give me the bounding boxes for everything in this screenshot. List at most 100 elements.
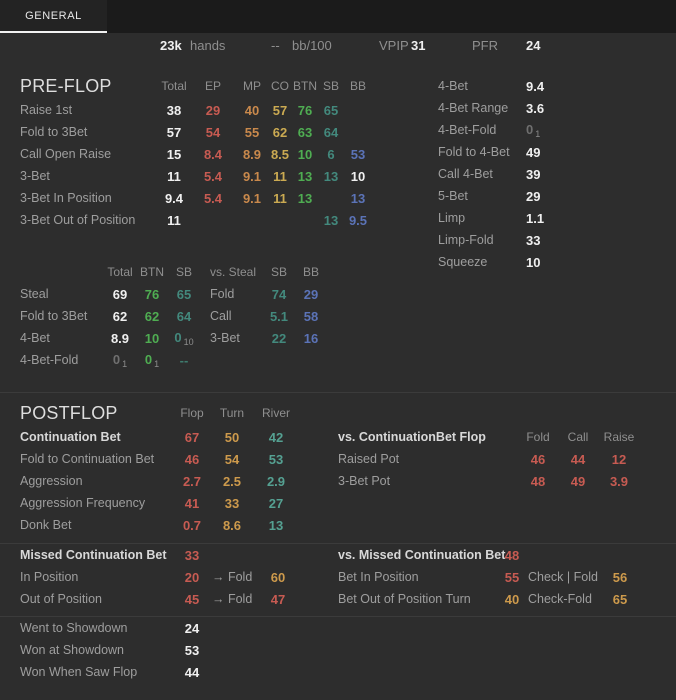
stat-row: Fold to 3Bet 57 54 55 62 63 64: [20, 121, 372, 143]
stat-label: Donk Bet: [20, 518, 72, 532]
stat-value: 44: [570, 451, 586, 467]
stat-value: 20: [184, 569, 200, 585]
stat-value: 10: [144, 330, 160, 346]
stat-value: 9.5: [348, 212, 368, 228]
stat-row: Out of Position 45 → Fold 47: [20, 588, 294, 610]
stat-value: 49: [526, 144, 541, 160]
stat-row: 3-Bet 22 16: [210, 327, 326, 349]
stat-value: 2.7: [182, 473, 202, 489]
stat-value: 45: [184, 591, 200, 607]
stat-value: 64: [176, 308, 192, 324]
column-header: Turn: [219, 406, 245, 420]
stat-value: 62: [144, 308, 160, 324]
stat-value: 0 10: [174, 329, 194, 347]
stat-value: 53: [268, 451, 284, 467]
stat-value: 38: [166, 102, 182, 118]
stat-label: Call Open Raise: [20, 147, 112, 161]
stat-row: Fold 74 29: [210, 283, 326, 305]
stat-value: 76: [297, 102, 313, 118]
stat-row: Bet Out of Position Turn 40 Check-Fold 65: [338, 588, 638, 610]
section-divider: [0, 543, 676, 544]
summary-bar: 23k hands -- bb/100 VPIP 31 PFR 24: [0, 35, 676, 57]
column-header: Flop: [180, 406, 204, 420]
stat-row: Fold to 4-Bet 49: [438, 141, 596, 163]
stat-value: 57: [166, 124, 182, 140]
stat-label: vs. Missed Continuation Bet: [338, 548, 506, 562]
stat-row: 4-Bet Range 3.6: [438, 97, 596, 119]
stat-value: 2.9: [266, 473, 286, 489]
stat-row: Limp 1.1: [438, 207, 596, 229]
stat-label: Call: [210, 309, 232, 323]
table-header-row: vs. ContinuationBet Flop Fold Call Raise: [338, 426, 640, 448]
stat-value: 29: [303, 286, 319, 302]
column-header: BB: [349, 79, 366, 93]
stat-row: 4-Bet 9.4: [438, 75, 596, 97]
sample-count: 1: [535, 128, 541, 139]
stat-label: Raise 1st: [20, 103, 73, 117]
stat-label: 4-Bet Range: [438, 101, 509, 115]
missed-cbet-table: Missed Continuation Bet 33 In Position 20 → …: [20, 544, 294, 610]
vs-missed-cbet-table: vs. Missed Continuation Bet 48 Bet In Posi…: [338, 544, 638, 610]
stat-row: Missed Continuation Bet 33: [20, 544, 294, 566]
stat-value: --: [179, 352, 189, 368]
stat-value: 65: [612, 591, 628, 607]
stat-value: 8.4: [203, 146, 223, 162]
stat-label: Fold to 4-Bet: [438, 145, 510, 159]
stat-label: 3-Bet Pot: [338, 474, 391, 488]
stat-value: 42: [268, 429, 284, 445]
column-header: SB: [322, 79, 339, 93]
stat-value: 47: [270, 591, 286, 607]
stat-row: Call 5.1 58: [210, 305, 326, 327]
stat-label: Fold to 3Bet: [20, 309, 88, 323]
steal-table: Total BTN SB Steal 69 76 65 Fold to 3Bet 62 62 64 4…: [20, 261, 200, 371]
section-divider: [0, 616, 676, 617]
stat-row: Won When Saw Flop 44: [20, 661, 212, 683]
tab-general[interactable]: GENERAL: [0, 0, 107, 33]
stat-value: 63: [297, 124, 313, 140]
stat-value: 9.1: [242, 190, 262, 206]
stat-row: Donk Bet 0.7 8.6 13: [20, 514, 300, 536]
stat-value: 76: [144, 286, 160, 302]
stat-value: 16: [303, 330, 319, 346]
stat-value: 1.1: [526, 210, 545, 226]
stat-row: 4-Bet 8.9 10 0 10: [20, 327, 200, 349]
stat-value: 65: [323, 102, 339, 118]
stat-value: 41: [184, 495, 200, 511]
stat-value: 46: [530, 451, 546, 467]
stat-row: In Position 20 → Fold 60: [20, 566, 294, 588]
stat-value: 11: [273, 190, 287, 206]
stat-value: 64: [323, 124, 339, 140]
preflop-4bet-table: 4-Bet 9.4 4-Bet Range 3.6 4-Bet-Fold 0 1 Fold t…: [438, 75, 596, 273]
stat-label: Aggression Frequency: [20, 496, 146, 510]
showdown-table: Went to Showdown 24 Won at Showdown 53 Won W…: [20, 617, 212, 683]
stat-row: 4-Bet-Fold 0 1: [438, 119, 596, 141]
action-label: → Fold: [212, 570, 253, 584]
stat-value: 29: [526, 188, 541, 204]
stat-value: 48: [530, 473, 546, 489]
stat-value: 8.6: [222, 517, 242, 533]
stat-value: 60: [270, 569, 286, 585]
stat-value: 62: [272, 124, 288, 140]
stat-row: Aggression 2.7 2.5 2.9: [20, 470, 300, 492]
stat-row: Call 4-Bet 39: [438, 163, 596, 185]
stat-value: 11: [273, 168, 287, 184]
stat-value: 40: [504, 591, 520, 607]
stat-value: 10: [297, 146, 313, 162]
stat-row: Aggression Frequency 41 33 27: [20, 492, 300, 514]
stat-label: 5-Bet: [438, 189, 468, 203]
preflop-table: PRE-FLOP Total EP MP CO BTN SB BB Raise 1st 38 29 4…: [20, 73, 372, 231]
column-header: SB: [175, 265, 192, 279]
stat-row: 4-Bet-Fold 0 1 0 1 --: [20, 349, 200, 371]
stat-value: 0.7: [182, 517, 202, 533]
stat-value: 8.5: [270, 146, 290, 162]
stat-value: 22: [271, 330, 287, 346]
stat-value: 24: [184, 620, 200, 636]
table-header-label: vs. ContinuationBet Flop: [338, 430, 486, 444]
stat-value: 50: [224, 429, 240, 445]
action-label: Check-Fold: [528, 592, 592, 606]
stat-row: Call Open Raise 15 8.4 8.9 8.5 10 6 53: [20, 143, 372, 165]
stat-label: Out of Position: [20, 592, 102, 606]
stat-row: Steal 69 76 65: [20, 283, 200, 305]
